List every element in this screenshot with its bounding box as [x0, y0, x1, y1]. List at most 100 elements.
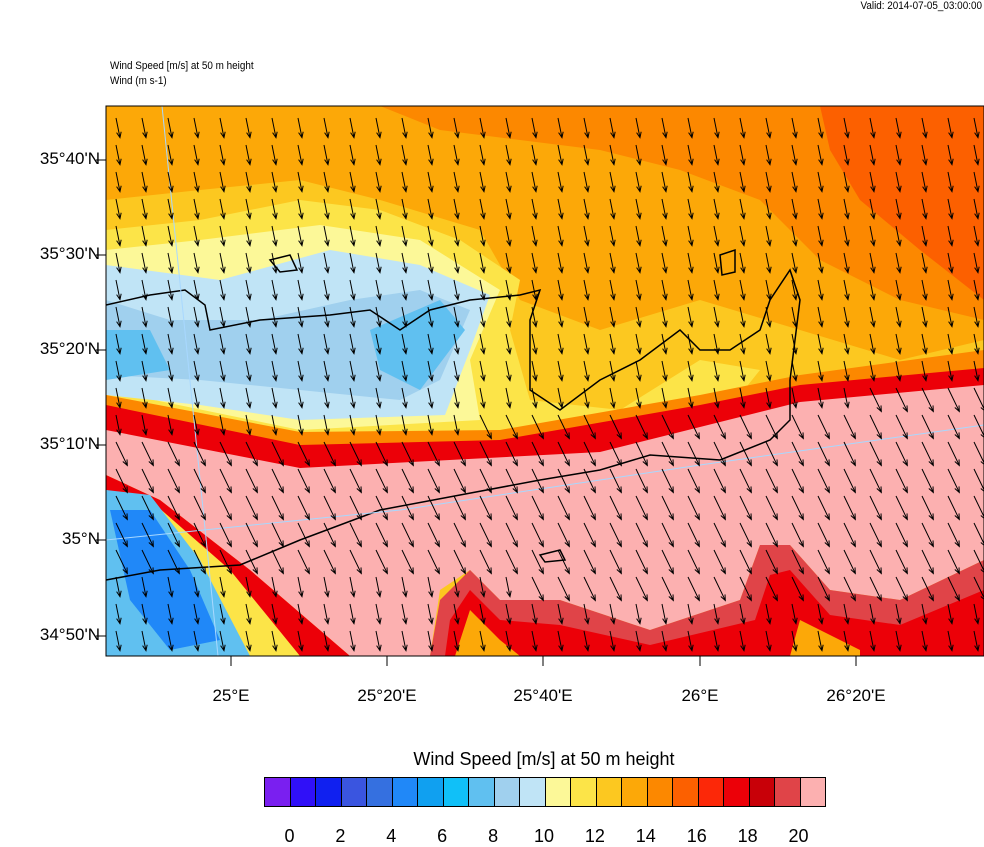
wind-arrow — [557, 522, 570, 548]
wind-arrow — [973, 117, 980, 139]
wind-arrow — [973, 549, 984, 573]
wind-arrow — [115, 117, 122, 139]
colorbar-swatch — [571, 778, 597, 806]
wind-arrow — [115, 225, 122, 247]
wind-arrow — [453, 495, 466, 521]
wind-arrow — [869, 576, 882, 602]
wind-arrow — [817, 468, 830, 494]
wind-arrow — [921, 171, 928, 193]
wind-arrow — [479, 360, 486, 382]
wind-arrow — [167, 603, 174, 625]
wind-arrow — [193, 441, 206, 467]
wind-arrow — [583, 603, 590, 625]
wind-arrow — [609, 576, 622, 602]
wind-arrow — [141, 387, 148, 409]
wind-arrow — [193, 603, 200, 625]
wind-arrow — [349, 225, 356, 247]
wind-arrow — [739, 117, 746, 139]
wind-arrow — [739, 252, 746, 274]
wind-arrow — [323, 468, 336, 494]
wind-arrow — [557, 441, 570, 467]
wind-arrow — [635, 117, 642, 139]
wind-arrow — [557, 495, 570, 521]
wind-arrow — [297, 225, 304, 247]
wind-arrow — [609, 117, 616, 139]
wind-arrow — [453, 522, 466, 548]
wind-arrow — [791, 252, 798, 274]
wind-arrow — [271, 279, 278, 301]
colorbar-swatch — [724, 778, 750, 806]
wind-arrow — [973, 603, 980, 625]
wind-arrow — [687, 387, 694, 409]
wind-arrow — [661, 117, 668, 139]
wind-arrow — [531, 198, 538, 220]
wind-arrow — [869, 495, 882, 521]
wind-arrow — [609, 630, 616, 652]
wind-arrow — [349, 198, 356, 220]
wind-arrow — [167, 576, 174, 598]
wind-arrow — [115, 387, 122, 409]
wind-arrow — [323, 549, 336, 575]
wind-arrow — [739, 414, 752, 440]
wind-arrow — [557, 279, 564, 301]
wind-arrow — [297, 333, 304, 355]
wind-arrow — [713, 117, 720, 139]
wind-arrow — [895, 576, 908, 602]
wind-arrow — [141, 522, 154, 548]
wind-arrow — [869, 603, 876, 625]
wind-arrow — [479, 468, 492, 494]
wind-arrow — [895, 171, 902, 193]
wind-arrow — [375, 576, 382, 598]
wind-arrow — [167, 387, 174, 409]
wind-arrow — [895, 333, 902, 355]
wind-arrow — [531, 522, 544, 548]
wind-arrow — [583, 198, 590, 220]
wind-arrow — [531, 549, 544, 575]
wind-arrow — [687, 306, 694, 328]
wind-arrow — [141, 117, 148, 139]
wind-arrow — [453, 225, 460, 247]
wind-arrow — [843, 144, 850, 166]
wind-arrow — [271, 198, 278, 220]
wind-arrow — [245, 603, 252, 625]
wind-arrow — [895, 522, 908, 548]
wind-arrow — [479, 549, 492, 575]
wind-arrow — [739, 603, 746, 625]
wind-arrow — [375, 549, 388, 575]
wind-arrow — [427, 252, 434, 274]
wind-arrow — [817, 306, 824, 328]
wind-arrow — [115, 495, 128, 521]
wind-arrow — [635, 603, 642, 625]
wind-arrow — [609, 198, 616, 220]
wind-arrow — [505, 306, 512, 328]
wind-arrow — [167, 468, 180, 494]
wind-arrow — [921, 144, 928, 166]
wind-arrow — [453, 333, 460, 355]
graticule — [106, 106, 984, 656]
wind-arrow — [141, 225, 148, 247]
wind-arrow — [635, 360, 642, 382]
wind-arrow — [635, 333, 642, 355]
wind-arrow — [765, 387, 772, 409]
colorbar-swatch — [341, 778, 367, 806]
lon-tick-label: 26°E — [681, 686, 719, 705]
colorbar-swatch — [392, 778, 418, 806]
wind-arrow — [115, 441, 128, 467]
wind-arrow — [947, 225, 954, 247]
wind-arrow — [869, 468, 882, 494]
wind-arrow — [245, 225, 252, 247]
wind-arrow — [531, 603, 538, 625]
wind-arrow — [193, 522, 206, 548]
wind-arrow — [843, 198, 850, 220]
wind-arrow — [427, 414, 434, 436]
wind-arrow — [895, 549, 908, 575]
coastline-south — [106, 454, 721, 581]
wind-arrow — [401, 387, 408, 409]
orange-south — [455, 610, 860, 656]
wind-arrow — [817, 522, 830, 548]
wind-arrow — [479, 225, 486, 247]
wind-arrow — [947, 198, 954, 220]
wind-arrow — [791, 522, 804, 548]
wind-arrow — [141, 576, 148, 598]
colorbar-label: 16 — [686, 826, 707, 846]
